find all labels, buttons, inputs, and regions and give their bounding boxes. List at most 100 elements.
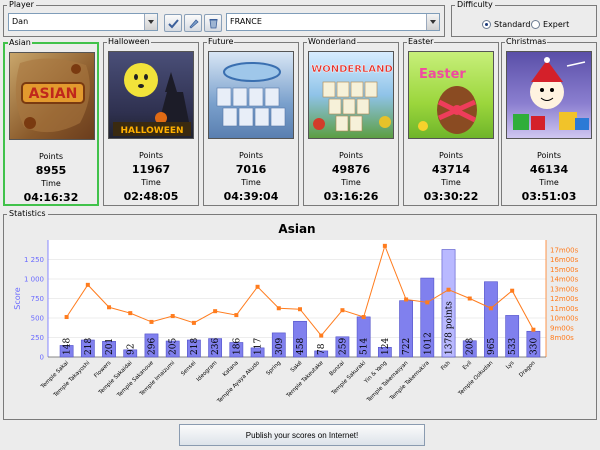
bar-label: 78 xyxy=(317,343,327,355)
theme-image-wonderland: WONDERLAND xyxy=(308,51,394,139)
bar-label: 218 xyxy=(190,338,200,355)
check-icon xyxy=(168,19,179,29)
right-tick-label: 17m00s xyxy=(550,246,579,254)
theme-image-christmas xyxy=(506,51,592,139)
chevron-down-icon[interactable] xyxy=(144,14,157,30)
right-tick-label: 11m00s xyxy=(550,305,579,313)
time-point xyxy=(128,311,133,316)
x-tick-label: Temple Takeutake xyxy=(285,360,325,400)
bar xyxy=(250,347,265,358)
time-point xyxy=(276,306,281,311)
time-value: 02:48:05 xyxy=(123,190,179,203)
theme-card-easter[interactable]: Easter Easter Points 43714 Time 03:30:22 xyxy=(403,37,499,206)
points-value: 11967 xyxy=(131,163,171,176)
difficulty-standard-radio[interactable]: Standard xyxy=(482,20,530,29)
radio-unselected-icon xyxy=(531,20,540,29)
pencil-icon xyxy=(189,19,199,29)
time-point xyxy=(149,319,154,324)
right-tick-label: 9m00s xyxy=(550,324,574,332)
points-label: Points xyxy=(438,151,464,160)
theme-card-halloween[interactable]: Halloween HALLOWEEN Points 11967 Time 02… xyxy=(103,37,199,206)
bar xyxy=(187,339,201,358)
points-value: 46134 xyxy=(529,163,569,176)
bar xyxy=(441,249,456,358)
theme-title: Easter xyxy=(407,37,435,47)
x-tick-label: Ideogram xyxy=(196,360,219,383)
radio-selected-icon xyxy=(482,20,491,29)
time-value: 03:16:26 xyxy=(323,190,379,203)
x-tick-label: Temple Takemukira xyxy=(389,360,431,402)
points-value: 49876 xyxy=(331,163,371,176)
difficulty-expert-radio[interactable]: Expert xyxy=(531,20,569,29)
points-label: Points xyxy=(536,151,562,160)
x-tick-label: Katana xyxy=(222,360,240,378)
bar-label: 186 xyxy=(232,338,242,355)
theme-card-wonderland[interactable]: Wonderland WONDERLAND Points 49876 Time … xyxy=(303,37,399,206)
bar xyxy=(80,339,95,358)
bar xyxy=(165,340,180,358)
difficulty-expert-label: Expert xyxy=(543,20,570,29)
statistics-chart: Asian 0 250 500 750 1 000 1 250 Score 8m00s 9m00s… xyxy=(13,222,579,406)
y-tick-label: 250 xyxy=(31,334,44,342)
theme-art-text: Easter xyxy=(419,67,466,82)
time-point xyxy=(488,306,493,311)
points-value: 8955 xyxy=(35,164,67,177)
x-tick-label: Temple Ayaya Akudo xyxy=(216,360,262,406)
rename-player-button[interactable] xyxy=(184,14,202,32)
theme-art-text: WONDERLAND xyxy=(311,64,393,75)
delete-player-button[interactable] xyxy=(204,14,222,32)
time-point xyxy=(319,333,324,338)
bar xyxy=(314,350,329,358)
player-group: Player xyxy=(3,0,445,37)
bar xyxy=(144,333,159,358)
theme-card-christmas[interactable]: Christmas Points 46134 Time 03:51:03 xyxy=(501,37,597,206)
bar-label: 1012 xyxy=(423,332,433,355)
y-tick-label: 1 250 xyxy=(24,256,44,264)
bar-label: 330 xyxy=(529,338,539,355)
bar xyxy=(59,345,74,358)
theme-card-asian[interactable]: Asian ASIAN Points 8955 Time 04:16:32 xyxy=(3,38,99,206)
time-value: 04:39:04 xyxy=(223,190,279,203)
points-value: 7016 xyxy=(235,163,267,176)
bar xyxy=(335,336,350,358)
time-value: 04:16:32 xyxy=(23,191,79,204)
bar xyxy=(377,347,392,358)
time-value: 03:30:22 xyxy=(423,190,479,203)
time-point xyxy=(213,309,218,314)
theme-title: Christmas xyxy=(505,37,548,47)
right-tick-label: 15m00s xyxy=(550,266,579,274)
publish-scores-button[interactable]: Publish your scores on Internet! xyxy=(179,424,425,446)
bar-label: 296 xyxy=(147,338,157,355)
chevron-down-icon[interactable] xyxy=(426,14,439,30)
bar-label: 201 xyxy=(105,338,115,355)
theme-title: Future xyxy=(207,37,235,47)
theme-card-future[interactable]: Future Points 7016 Time 04:39:04 xyxy=(203,37,299,206)
time-point xyxy=(467,296,472,301)
bar xyxy=(208,338,223,358)
bar-label: 458 xyxy=(296,338,306,355)
player-name-combo[interactable]: Dan xyxy=(8,13,158,31)
time-point xyxy=(85,282,90,287)
bar-label: 236 xyxy=(211,338,221,355)
validate-player-button[interactable] xyxy=(164,14,182,32)
theme-art-text: ASIAN xyxy=(29,86,78,102)
time-point xyxy=(531,327,536,332)
theme-image-asian: ASIAN xyxy=(9,52,95,140)
bar-label: 208 xyxy=(466,338,476,355)
difficulty-group: Difficulty xyxy=(451,0,597,37)
bar xyxy=(271,332,286,358)
bar xyxy=(229,342,244,358)
theme-title: Wonderland xyxy=(307,37,357,47)
y-tick-label: 750 xyxy=(31,295,44,303)
points-label: Points xyxy=(338,151,364,160)
country-combo[interactable]: FRANCE xyxy=(226,13,440,31)
time-point xyxy=(191,320,196,325)
x-tick-label: Saké xyxy=(289,359,304,374)
right-tick-label: 10m00s xyxy=(550,315,579,323)
country-value: FRANCE xyxy=(230,17,262,26)
bar-label: 965 xyxy=(487,338,497,355)
bar-label: 92 xyxy=(126,344,136,355)
difficulty-group-title: Difficulty xyxy=(455,0,495,10)
bar-label: 514 xyxy=(360,338,370,355)
points-label: Points xyxy=(38,152,64,161)
